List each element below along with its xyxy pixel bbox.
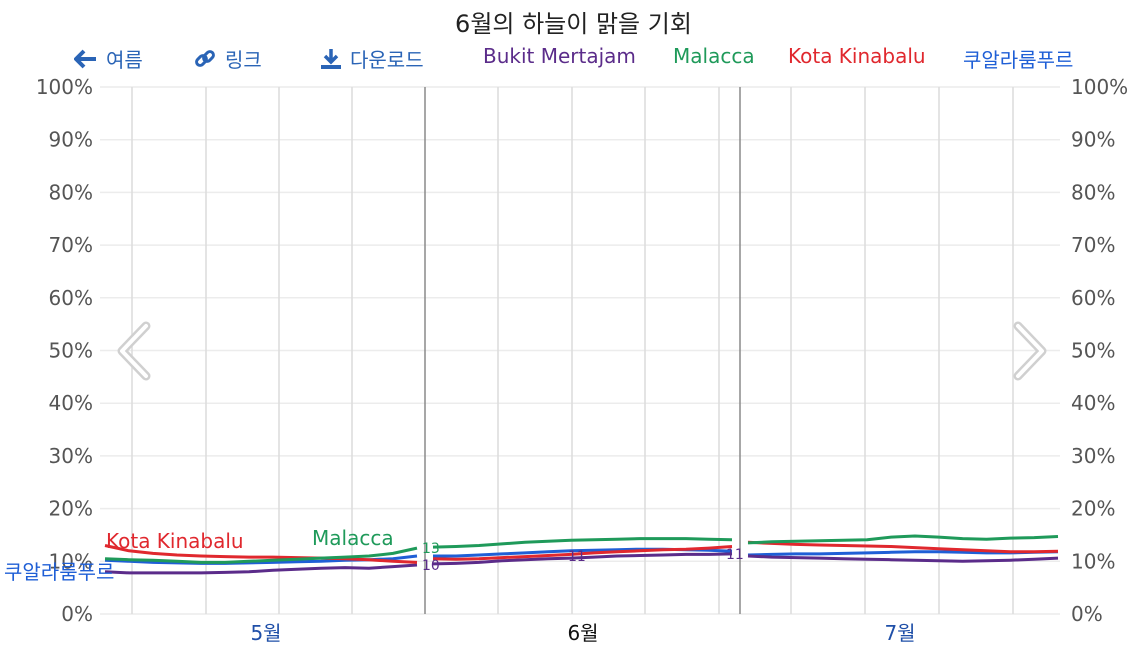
legend-item-bukit-mertajam[interactable]: Bukit Mertajam: [483, 44, 636, 68]
y-tick-label-left: 100%: [36, 75, 93, 99]
link-icon: [193, 47, 217, 71]
grid-layer: [100, 86, 1060, 615]
series-line: [104, 544, 418, 564]
y-tick-label-right: 90%: [1071, 128, 1115, 152]
download-label: 다운로드: [350, 48, 424, 72]
y-tick-label-left: 70%: [49, 233, 93, 257]
download-button[interactable]: 다운로드: [320, 44, 424, 73]
series-label: Kota Kinabalu: [106, 529, 244, 553]
y-tick-label-left: 0%: [61, 602, 93, 626]
series-layer: [104, 534, 1059, 575]
value-annotation: 13: [422, 541, 440, 557]
y-tick-label-right: 100%: [1071, 75, 1128, 99]
x-tick-label: 7월: [884, 621, 915, 645]
series-label: 쿠알라룸푸르: [4, 560, 114, 584]
series-line: [104, 563, 418, 575]
y-tick-label-left: 10%: [49, 549, 93, 573]
label-layer: 0% 0% 10% 10% 20% 20% 30% 30% 40% 40% 50% 50% 60% 60%…: [4, 75, 1128, 645]
legend-item-malacca[interactable]: Malacca: [673, 44, 755, 68]
y-tick-label-right: 30%: [1071, 444, 1115, 468]
series-label: Malacca: [312, 526, 394, 550]
y-tick-label-left: 80%: [49, 180, 93, 204]
arrow-left-icon: [74, 49, 98, 69]
next-button[interactable]: [1008, 320, 1052, 386]
y-tick-label-right: 80%: [1071, 180, 1115, 204]
legend-item-kota-kinabalu[interactable]: Kota Kinabalu: [788, 44, 926, 68]
series-line: [747, 534, 1059, 545]
y-tick-label-left: 60%: [49, 286, 93, 310]
series-line: [104, 546, 418, 564]
chevron-left-icon: [117, 321, 151, 381]
series-line: [432, 545, 733, 561]
y-tick-label-left: 40%: [49, 391, 93, 415]
link-label: 링크: [225, 48, 262, 72]
back-button[interactable]: 여름: [74, 44, 143, 73]
link-button[interactable]: 링크: [193, 44, 262, 73]
y-tick-label-right: 20%: [1071, 497, 1115, 521]
y-tick-label-right: 0%: [1071, 602, 1103, 626]
chevron-right-icon: [1013, 321, 1047, 381]
y-tick-label-right: 40%: [1071, 391, 1115, 415]
y-tick-label-right: 50%: [1071, 339, 1115, 363]
y-tick-label-left: 30%: [49, 444, 93, 468]
previous-button[interactable]: [112, 320, 156, 386]
y-tick-label-left: 20%: [49, 497, 93, 521]
series-line: [432, 537, 733, 549]
series-line: [432, 552, 733, 566]
back-label: 여름: [106, 48, 143, 72]
y-tick-label-right: 10%: [1071, 549, 1115, 573]
x-tick-label: 5월: [250, 621, 281, 645]
value-annotation: 10: [422, 558, 440, 574]
toolbar: 여름 링크 다운로드 Bukit Mertajam Malacca Kota K…: [0, 44, 1147, 76]
value-annotation: 11: [568, 549, 586, 565]
y-tick-label-left: 90%: [49, 128, 93, 152]
download-icon: [320, 47, 342, 71]
y-tick-label-right: 60%: [1071, 286, 1115, 310]
x-tick-label: 6월: [567, 621, 598, 645]
y-tick-label-left: 50%: [49, 339, 93, 363]
series-line: [747, 540, 1059, 554]
legend-item-kuala-lumpur[interactable]: 쿠알라룸푸르: [963, 48, 1074, 72]
y-tick-label-right: 70%: [1071, 233, 1115, 257]
series-line: [747, 554, 1059, 563]
value-annotation: 11: [726, 547, 744, 563]
chart-title: 6월의 하늘이 맑을 기회: [455, 10, 692, 38]
